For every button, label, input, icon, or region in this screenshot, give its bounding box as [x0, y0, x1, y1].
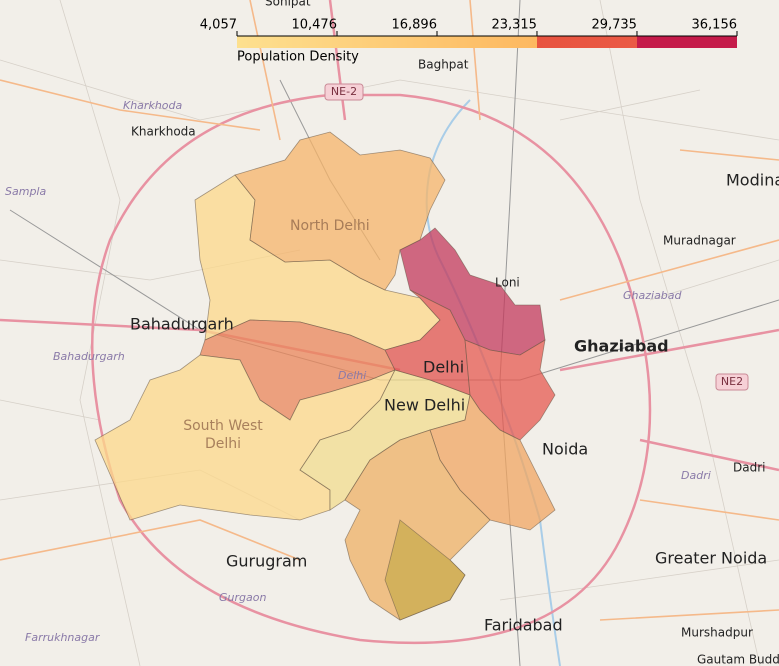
place-label: Kharkhoda	[123, 99, 183, 112]
road-shield-label: NE-2	[331, 85, 357, 98]
road-shield-label: NE2	[721, 375, 743, 388]
legend-title: Population Density	[237, 50, 359, 65]
legend-color-bar	[237, 36, 737, 48]
place-label: Gurgaon	[219, 591, 266, 604]
place-label: Greater Noida	[655, 549, 767, 568]
district-label: Delhi	[205, 436, 241, 452]
road-shield	[715, 373, 749, 391]
place-label: Murshadpur	[681, 626, 753, 640]
place-label: Dadri	[733, 461, 765, 475]
place-label: Bahadurgarh	[130, 315, 234, 334]
legend-tick-label: 10,476	[291, 18, 337, 33]
place-label: New Delhi	[384, 396, 465, 415]
place-labels: Sonipat Baghpat NE-2 Kharkhoda Kharkhoda…	[5, 0, 779, 666]
place-label: Bahadurgarh	[53, 350, 125, 363]
legend-tick-label: 36,156	[692, 18, 738, 33]
place-label: Dadri	[681, 469, 711, 482]
place-label: Gautam Budd	[697, 653, 779, 666]
legend-tick-label: 23,315	[491, 18, 537, 33]
place-label: Farrukhnagar	[25, 631, 101, 644]
place-label: Kharkhoda	[131, 125, 196, 139]
place-label: Ghaziabad	[574, 337, 669, 356]
place-label: Delhi	[338, 369, 366, 382]
legend-tick-label: 29,735	[591, 18, 637, 33]
place-label: Sonipat	[265, 0, 311, 9]
place-label: Baghpat	[418, 58, 469, 72]
district-label: South West	[183, 418, 263, 434]
district-south-tip	[384, 519, 466, 621]
place-label: Sampla	[5, 185, 46, 198]
districts	[94, 131, 556, 621]
place-label: Noida	[542, 440, 588, 459]
road-shield	[324, 83, 364, 101]
place-label: Ghaziabad	[623, 289, 683, 302]
legend: Population Density 4,057 10,476 16,896 23,3…	[200, 18, 738, 65]
legend-tick-label: 16,896	[391, 18, 437, 33]
place-label: Gurugram	[226, 552, 307, 571]
place-label: Muradnagar	[663, 234, 736, 248]
place-label: Loni	[495, 276, 520, 290]
legend-tick-label: 4,057	[200, 18, 237, 33]
place-label: Delhi	[423, 358, 464, 377]
district-label: North Delhi	[290, 218, 370, 234]
place-label: Faridabad	[484, 616, 563, 635]
district-central	[384, 289, 471, 396]
place-label: Modina	[726, 171, 779, 190]
